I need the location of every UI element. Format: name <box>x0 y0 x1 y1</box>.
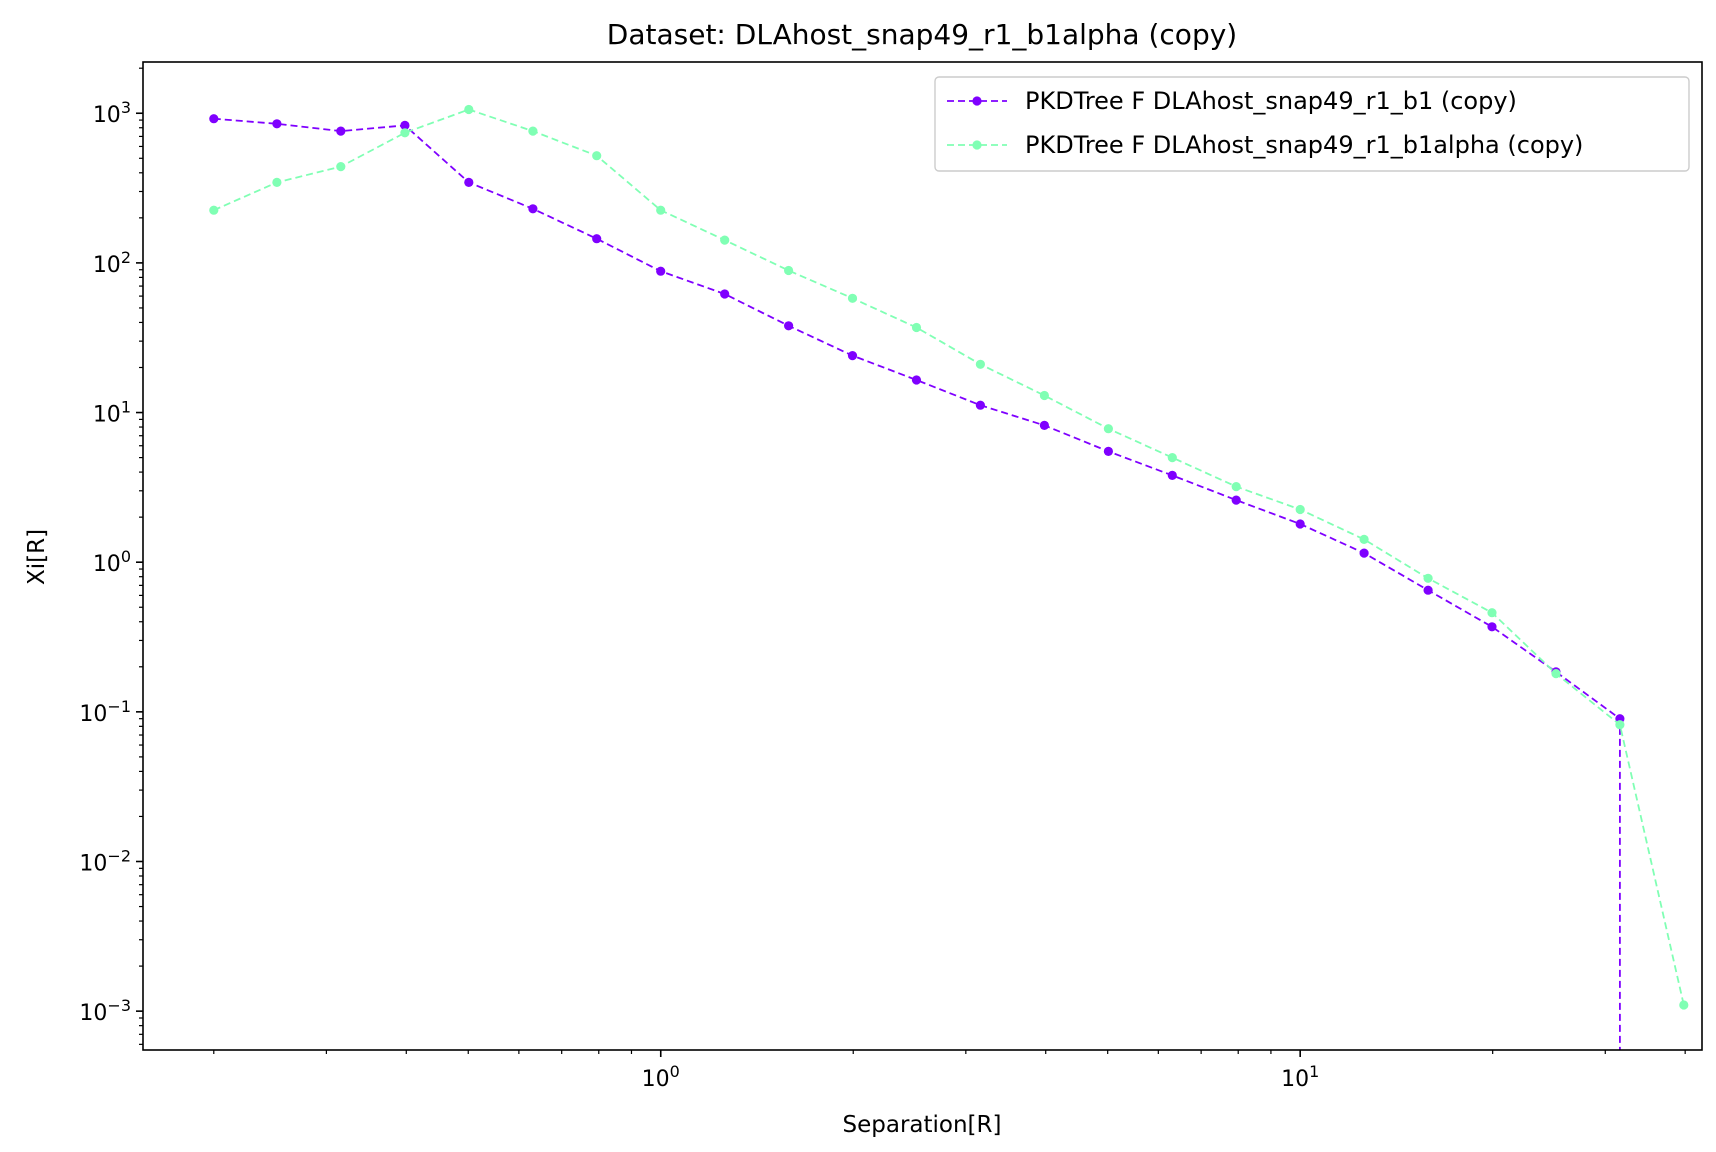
data-point <box>1295 519 1305 529</box>
data-point <box>784 321 794 331</box>
y-tick-label-exponent: −3 <box>107 996 131 1015</box>
data-point <box>911 375 922 385</box>
y-tick-label-base: 10 <box>79 702 107 727</box>
data-point <box>975 359 986 369</box>
x-tick-label-exponent: 0 <box>670 1062 680 1081</box>
series-1 <box>209 114 1625 1050</box>
data-point <box>209 205 219 215</box>
data-point <box>336 162 346 172</box>
series-line <box>213 108 1685 1006</box>
x-tick-label: 100 <box>642 1062 680 1093</box>
y-axis-title: Xi[R] <box>24 529 50 585</box>
data-point <box>400 120 410 130</box>
data-point <box>209 114 219 124</box>
y-tick-label: 100 <box>93 547 131 578</box>
data-point <box>656 205 666 215</box>
data-point <box>1423 573 1433 583</box>
data-point <box>464 104 474 115</box>
y-tick-label-exponent: −1 <box>107 696 131 715</box>
series-line <box>213 117 1621 1050</box>
y-tick-label-exponent: 3 <box>121 98 131 117</box>
y-tick-label: 10−1 <box>79 696 131 727</box>
y-tick-label: 102 <box>93 247 131 278</box>
y-tick-label-base: 10 <box>79 1001 107 1026</box>
data-point <box>1167 470 1177 480</box>
data-point <box>1039 420 1049 430</box>
data-point <box>400 128 410 138</box>
legend-box <box>934 76 1690 172</box>
data-point <box>528 126 538 136</box>
data-point <box>1103 424 1113 434</box>
data-point <box>1487 608 1497 618</box>
legend: PKDTree F DLAhost_snap49_r1_b1 (copy) PKD… <box>934 76 1690 172</box>
data-point <box>272 119 282 129</box>
data-point <box>1103 446 1113 456</box>
data-point <box>1295 504 1305 515</box>
data-point <box>336 126 346 136</box>
x-axis-title: Separation[R] <box>843 1112 1002 1138</box>
data-point <box>1167 453 1177 463</box>
data-point <box>1487 622 1497 632</box>
data-point <box>592 151 602 161</box>
y-tick-label-base: 10 <box>93 103 121 128</box>
legend-label: PKDTree F DLAhost_snap49_r1_b1 (copy) <box>1025 87 1517 115</box>
y-tick-label: 10−3 <box>79 996 131 1027</box>
data-point <box>1679 1000 1689 1010</box>
data-point <box>720 235 730 245</box>
x-tick-label-base: 10 <box>642 1067 670 1092</box>
data-point <box>656 266 666 276</box>
data-point <box>464 177 474 187</box>
data-point <box>1551 669 1561 679</box>
data-point <box>1359 548 1369 558</box>
data-point <box>720 289 730 299</box>
data-point <box>528 204 538 214</box>
data-point <box>1423 585 1433 595</box>
y-tick-label: 10−2 <box>79 846 131 877</box>
chart-title: Dataset: DLAhost_snap49_r1_b1alpha (copy… <box>607 18 1237 51</box>
data-point <box>1231 495 1241 505</box>
y-tick-label-base: 10 <box>93 403 121 428</box>
data-point <box>847 351 858 361</box>
y-tick-label-base: 10 <box>93 552 121 577</box>
data-point <box>784 265 794 276</box>
y-tick-label-exponent: −2 <box>107 846 131 865</box>
x-tick-label: 101 <box>1281 1062 1319 1093</box>
y-tick-label-exponent: 1 <box>121 397 131 416</box>
data-point <box>1039 390 1049 401</box>
data-point <box>911 322 922 333</box>
y-tick-label-base: 10 <box>79 851 107 876</box>
data-point <box>847 293 858 303</box>
legend-marker <box>972 140 982 150</box>
legend-label: PKDTree F DLAhost_snap49_r1_b1alpha (cop… <box>1025 131 1583 159</box>
legend-item-1: PKDTree F DLAhost_snap49_r1_b1 (copy) <box>947 87 1517 115</box>
y-tick-label-base: 10 <box>93 253 121 278</box>
y-tick-label-exponent: 2 <box>121 247 131 266</box>
x-tick-label-base: 10 <box>1281 1067 1309 1092</box>
data-point <box>1231 482 1241 492</box>
data-point <box>272 177 282 187</box>
data-point <box>1359 534 1369 545</box>
y-tick-label: 101 <box>93 397 131 428</box>
axes-frame <box>142 61 1703 1051</box>
x-tick-label-exponent: 1 <box>1309 1062 1319 1081</box>
y-tick-label-exponent: 0 <box>121 547 131 566</box>
data-point <box>592 234 602 244</box>
legend-item-2: PKDTree F DLAhost_snap49_r1_b1alpha (cop… <box>947 131 1583 159</box>
data-point <box>1615 720 1625 730</box>
legend-marker <box>972 96 982 106</box>
series-2 <box>209 104 1689 1010</box>
data-point <box>975 400 986 410</box>
y-tick-label: 103 <box>93 98 131 129</box>
